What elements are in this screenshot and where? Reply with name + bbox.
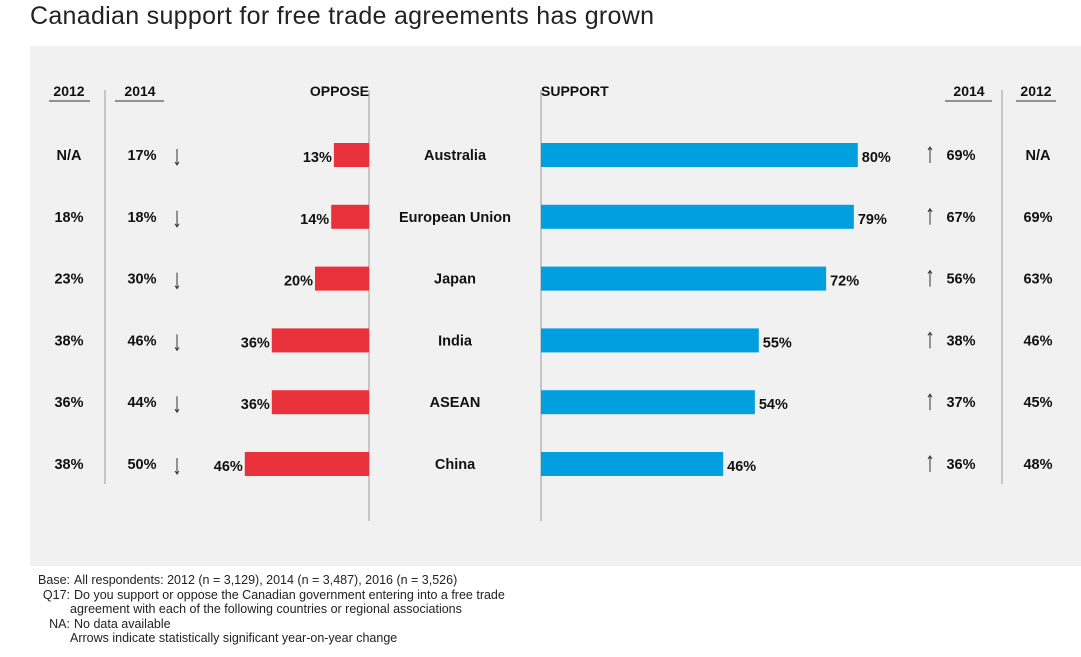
support-bar-australia — [541, 143, 858, 167]
oppose-bar-australia — [333, 143, 369, 167]
oppose-label-china: 46% — [214, 459, 243, 475]
chart-svg: 2012 2014 OPPOSE SUPPORT 2014 2012 N/A 17… — [49, 83, 1056, 521]
header-support: SUPPORT — [541, 83, 609, 99]
category-australia: Australia — [424, 148, 487, 164]
oppose-trend-arrow-china — [174, 458, 180, 475]
category-china: China — [435, 457, 476, 473]
support-bar-japan — [541, 266, 827, 291]
category-european-union: European Union — [399, 210, 511, 226]
support-2014-china: 36% — [946, 457, 975, 473]
support-2014-japan: 56% — [946, 272, 975, 288]
oppose-bar-asean — [271, 390, 369, 415]
support-bar-asean — [541, 390, 755, 415]
oppose-2014-india: 46% — [127, 333, 156, 349]
support-label-japan: 72% — [830, 274, 859, 290]
oppose-bar-japan — [315, 266, 369, 291]
oppose-trend-arrow-asean — [174, 396, 180, 414]
oppose-2012-china: 38% — [54, 457, 83, 473]
oppose-label-australia: 13% — [303, 150, 332, 166]
header-left-2012: 2012 — [53, 83, 84, 99]
support-label-european-union: 79% — [858, 212, 887, 228]
oppose-2014-china: 50% — [127, 457, 156, 473]
chart-panel: 2012 2014 OPPOSE SUPPORT 2014 2012 N/A 17… — [30, 46, 1081, 566]
support-trend-arrow-japan — [927, 269, 933, 287]
support-2012-india: 46% — [1023, 333, 1052, 349]
support-trend-arrow-asean — [927, 393, 933, 411]
support-bar-china — [541, 452, 724, 476]
support-2014-european-union: 67% — [946, 210, 975, 226]
support-label-asean: 54% — [759, 397, 788, 413]
support-2012-china: 48% — [1023, 457, 1052, 473]
footnote-base: Base: All respondents: 2012 (n = 3,129),… — [38, 573, 458, 587]
support-label-china: 46% — [727, 459, 756, 475]
header-right-2014: 2014 — [953, 83, 984, 99]
support-2012-japan: 63% — [1023, 272, 1052, 288]
header-left-2014: 2014 — [124, 83, 155, 99]
category-japan: Japan — [434, 272, 476, 288]
header-oppose: OPPOSE — [310, 83, 369, 99]
footnote-question: Q17: Do you support or oppose the Canadi… — [42, 587, 505, 602]
support-2012-australia: N/A — [1026, 148, 1052, 164]
support-2012-european-union: 69% — [1023, 210, 1052, 226]
oppose-2014-european-union: 18% — [127, 210, 156, 226]
support-bar-india — [541, 328, 759, 353]
oppose-trend-arrow-australia — [174, 149, 180, 166]
footnote-na: NA: No data available — [49, 616, 171, 631]
oppose-2012-european-union: 18% — [54, 210, 83, 226]
support-trend-arrow-india — [927, 331, 933, 349]
oppose-bar-china — [244, 452, 369, 476]
oppose-label-japan: 20% — [284, 274, 313, 290]
support-2014-australia: 69% — [946, 148, 975, 164]
footnotes: Base: All respondents: 2012 (n = 3,129),… — [30, 573, 750, 646]
support-label-india: 55% — [763, 335, 792, 351]
oppose-2012-japan: 23% — [54, 272, 83, 288]
header-right-2012: 2012 — [1020, 83, 1051, 99]
oppose-trend-arrow-japan — [174, 272, 180, 290]
oppose-2012-india: 38% — [54, 333, 83, 349]
footnote-question-cont: agreement with each of the following cou… — [70, 602, 462, 617]
oppose-trend-arrow-india — [174, 334, 180, 352]
oppose-label-asean: 36% — [241, 397, 270, 413]
chart-title: Canadian support for free trade agreemen… — [30, 2, 655, 30]
oppose-label-india: 36% — [241, 335, 270, 351]
support-trend-arrow-china — [927, 455, 933, 472]
oppose-2014-asean: 44% — [127, 395, 156, 411]
support-bar-european-union — [541, 204, 854, 229]
oppose-2014-japan: 30% — [127, 272, 156, 288]
footnote-arrows: Arrows indicate statistically significan… — [70, 631, 398, 646]
support-trend-arrow-australia — [927, 146, 933, 163]
category-asean: ASEAN — [430, 395, 481, 411]
oppose-2012-australia: N/A — [57, 148, 83, 164]
oppose-bar-european-union — [331, 204, 369, 229]
oppose-bar-india — [271, 328, 369, 353]
support-2014-asean: 37% — [946, 395, 975, 411]
oppose-2014-australia: 17% — [127, 148, 156, 164]
oppose-2012-asean: 36% — [54, 395, 83, 411]
support-trend-arrow-european-union — [927, 207, 933, 225]
oppose-label-european-union: 14% — [300, 212, 329, 228]
support-label-australia: 80% — [862, 150, 891, 166]
support-2012-asean: 45% — [1023, 395, 1052, 411]
oppose-trend-arrow-european-union — [174, 210, 180, 228]
category-india: India — [438, 333, 473, 349]
support-2014-india: 38% — [946, 333, 975, 349]
